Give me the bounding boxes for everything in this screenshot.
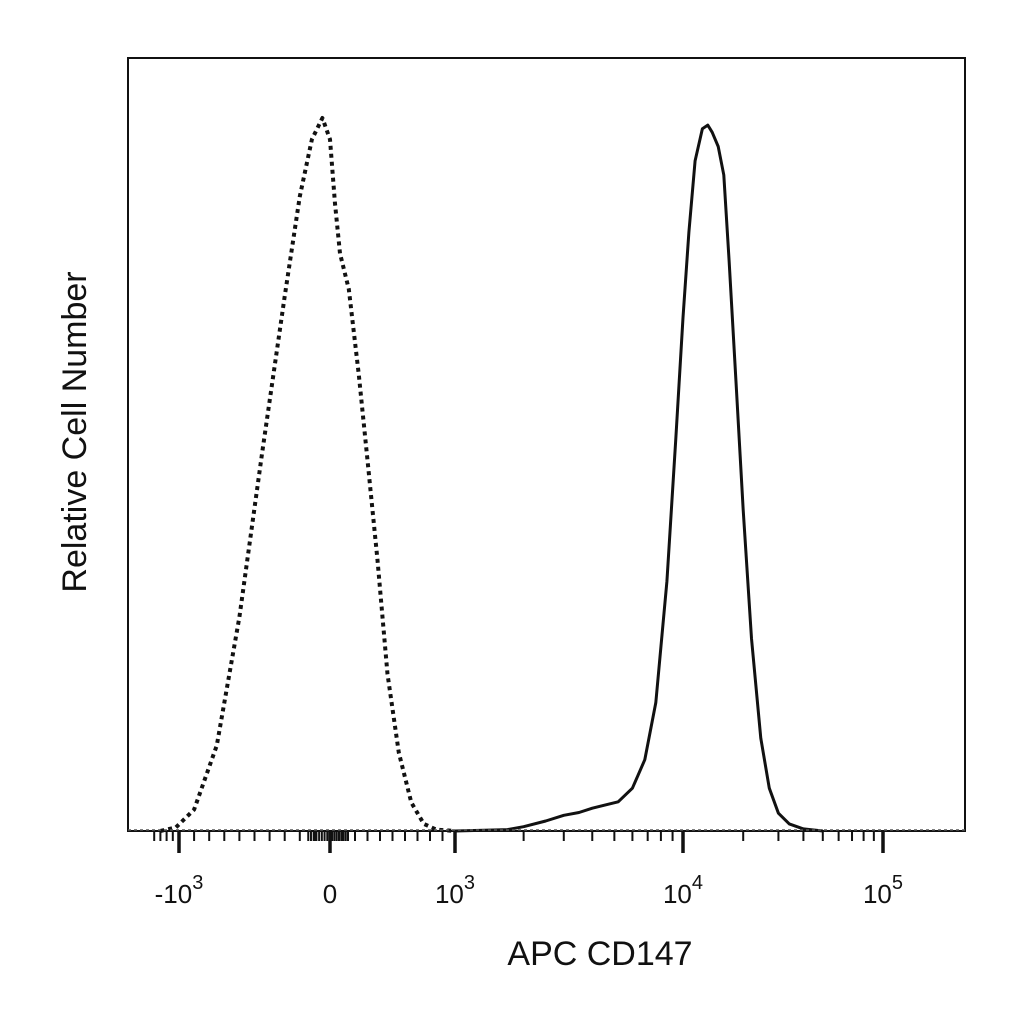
plot-frame <box>127 57 966 832</box>
x-tick-label: 105 <box>863 872 903 909</box>
stained-histogram-line <box>454 123 823 833</box>
x-axis-tick-labels: -103 0 103 104 105 <box>155 872 903 909</box>
x-tick-label: 103 <box>435 872 475 909</box>
control-histogram-line <box>159 116 456 833</box>
x-axis-ticks <box>153 831 885 853</box>
y-axis-label: Relative Cell Number <box>56 271 94 592</box>
x-tick-label: -103 <box>155 872 204 909</box>
x-tick-label: 104 <box>663 872 703 909</box>
x-tick-label: 0 <box>323 879 337 909</box>
x-axis-label: APC CD147 <box>507 935 692 973</box>
series-layer <box>128 116 965 833</box>
